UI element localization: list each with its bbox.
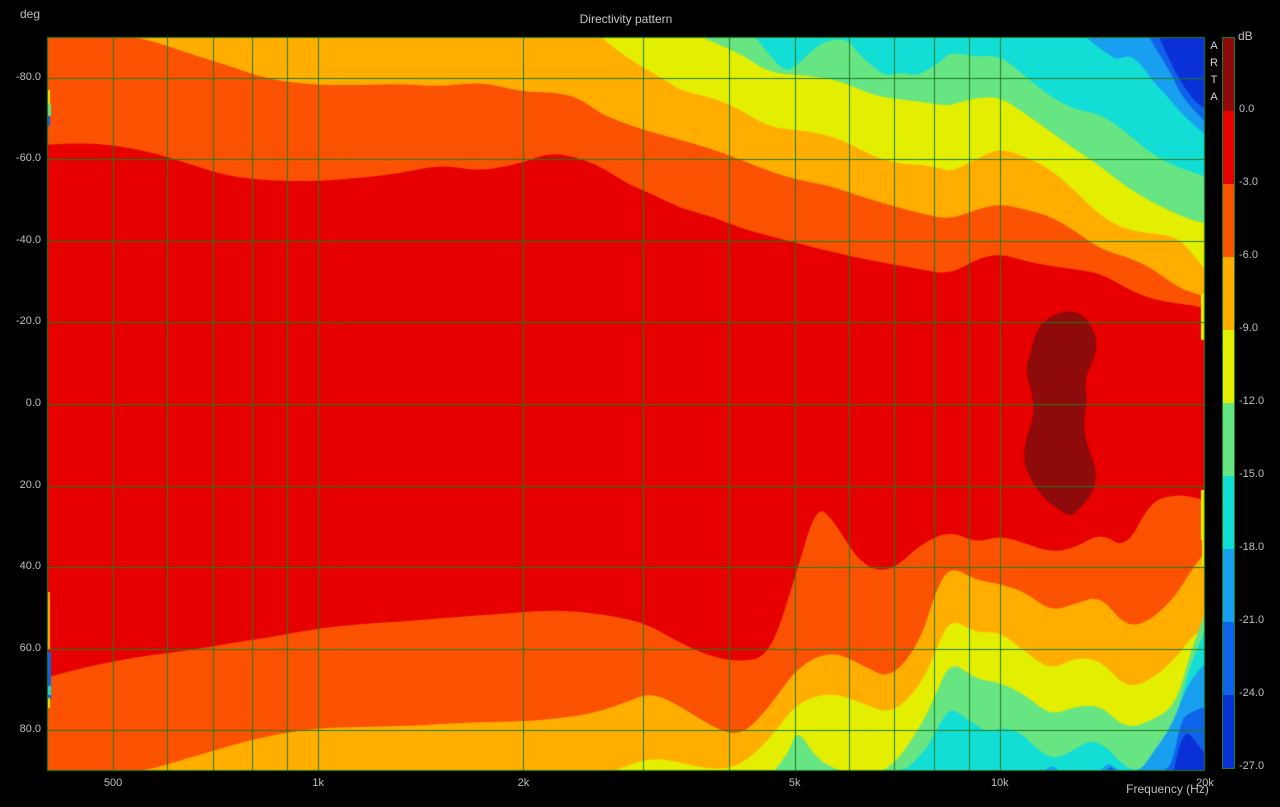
x-tick-label: 20k [1196,777,1214,789]
colorbar-tick-label: -27.0 [1239,760,1265,772]
x-tick-label: 5k [788,777,801,789]
x-tick-label: 2k [517,777,530,789]
colorbar-tick-label: -21.0 [1239,614,1265,626]
y-tick-label: -40.0 [15,233,41,246]
y-tick-label: -80.0 [15,70,41,83]
arta-watermark: A R T A [1210,40,1218,103]
x-tick-label: 1k [312,777,325,789]
x-tick-label: 500 [103,777,123,789]
y-axis-unit-label: deg [20,7,41,21]
y-tick-label: 40.0 [19,560,41,573]
chart-title: Directivity pattern [579,12,673,26]
colorbar-segment [1223,111,1234,184]
colorbar-tick-label: -18.0 [1239,541,1265,553]
y-tick-label: -20.0 [15,315,41,328]
colorbar-segment [1223,330,1234,403]
y-tick-label: 0.0 [25,397,41,409]
colorbar-tick-label: -3.0 [1239,176,1258,188]
colorbar-segment [1223,403,1234,476]
colorbar-tick-label: -15.0 [1239,468,1265,480]
y-tick-label: -60.0 [15,152,41,165]
colorbar-segment [1223,549,1234,622]
colorbar [1222,37,1235,769]
colorbar-tick-label: -24.0 [1239,687,1265,699]
colorbar-segment [1223,257,1234,330]
colorbar-tick-label: -12.0 [1239,395,1265,407]
colorbar-tick-label: -6.0 [1239,249,1258,261]
colorbar-unit-label: dB [1238,29,1253,43]
colorbar-segment [1223,476,1234,549]
colorbar-segment [1223,622,1234,695]
x-tick-label: 10k [990,777,1009,789]
colorbar-segment [1223,695,1234,768]
colorbar-tick-label: 0.0 [1239,103,1255,115]
y-tick-label: 80.0 [19,723,41,736]
colorbar-segment [1223,184,1234,257]
colorbar-segment [1223,38,1234,111]
y-tick-label: 20.0 [19,478,41,491]
y-tick-label: 60.0 [19,641,41,654]
colorbar-tick-label: -9.0 [1239,322,1258,334]
x-axis-label: Frequency (Hz) [1126,782,1209,796]
